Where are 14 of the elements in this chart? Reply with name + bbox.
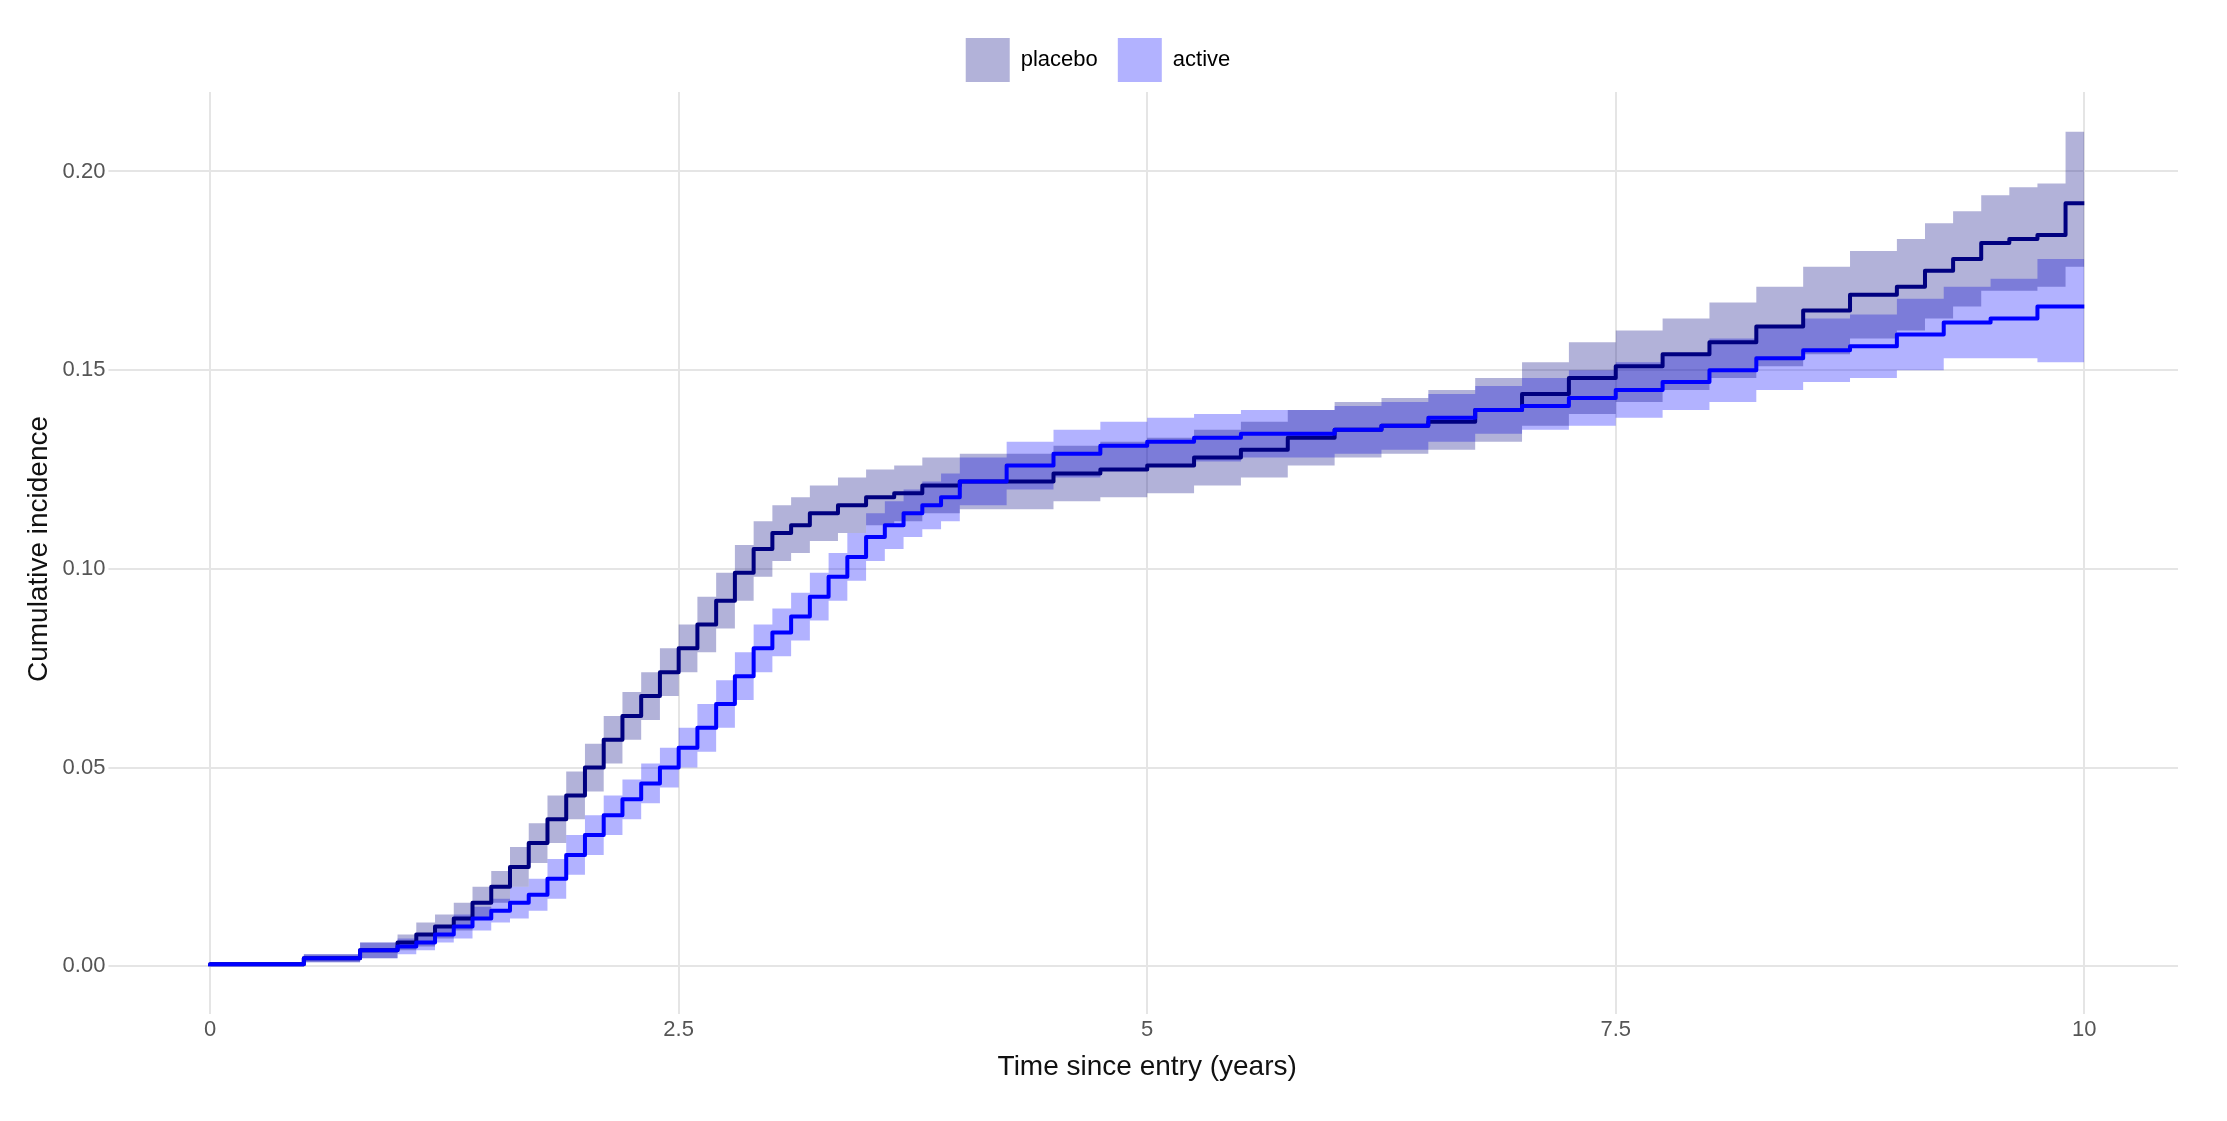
y-axis-title: Cumulative incidence [21,415,53,683]
x-tick-label: 2.5 [663,1016,694,1042]
y-tick-label: 0.05 [62,753,106,779]
y-tick-label: 0.00 [62,952,106,978]
y-tick-label: 0.15 [62,356,106,382]
x-tick-label: 7.5 [1600,1016,1632,1042]
y-tick-label: 0.10 [62,554,106,580]
x-axis-title: Time since entry (years) [997,1049,1297,1081]
legend-label: placebo [1020,46,1098,72]
x-tick-label: 5 [1141,1016,1154,1042]
y-tick-label: 0.20 [62,157,106,183]
x-tick-label: 10 [2072,1016,2097,1042]
legend-label: active [1172,46,1231,72]
x-tick-label: 0 [204,1016,217,1042]
